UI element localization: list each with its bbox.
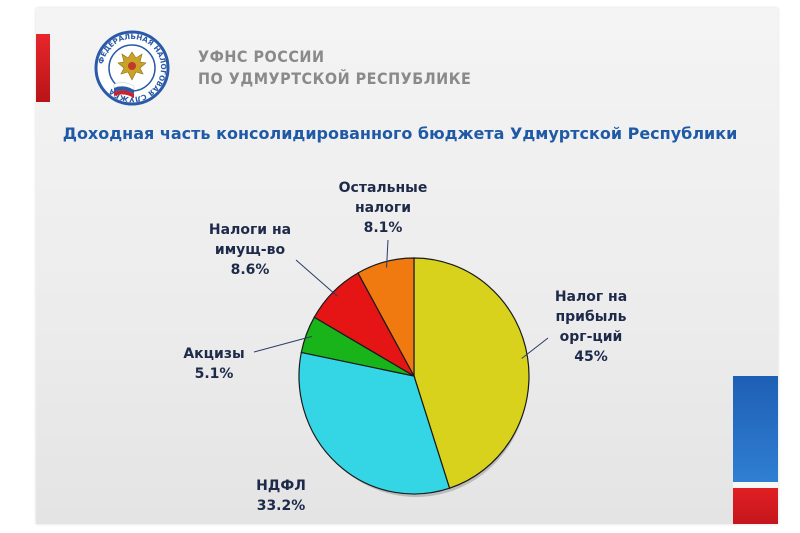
flag-stripe-blue — [733, 376, 778, 482]
eagle-icon — [117, 51, 147, 81]
pie-slice-other-taxes — [357, 257, 415, 377]
slice-label-other-taxes: Остальные налоги 8.1% — [328, 178, 438, 238]
pie-slice-ndfl — [298, 351, 451, 495]
leader-line-other-taxes — [386, 239, 389, 268]
red-accent-tab — [36, 34, 50, 102]
slice-value-label: 8.1% — [363, 220, 403, 236]
flag-stripe-white — [733, 482, 778, 488]
leader-line-property-tax — [295, 259, 338, 297]
slice-label-line: налоги — [354, 200, 412, 216]
slice-label-property-tax: Налоги на имущ-во 8.6% — [200, 220, 300, 280]
slice-label-line: НДФЛ — [256, 478, 306, 494]
chart-title: Доходная часть консолидированного бюджет… — [62, 124, 738, 143]
slice-label-ndfl: НДФЛ 33.2% — [236, 476, 326, 516]
slice-label-line: имущ-во — [214, 242, 286, 258]
org-line-1: УФНС РОССИИ — [198, 47, 325, 66]
slice-value-label: 5.1% — [194, 366, 234, 382]
slice-label-line: прибыль — [555, 309, 627, 325]
flag-stripe-red — [733, 488, 778, 524]
slice-label-line: Остальные — [338, 180, 428, 196]
slice-label-line: орг-ций — [559, 329, 623, 345]
slice-label-excise: Акцизы 5.1% — [176, 344, 252, 384]
slice-label-profit-tax: Налог на прибыль орг-ций 45% — [536, 287, 646, 367]
fns-emblem-logo: ФЕДЕРАЛЬНАЯ НАЛОГОВАЯ СЛУЖБА — [94, 30, 170, 106]
slice-value-label: 33.2% — [256, 498, 306, 514]
slice-value-label: 8.6% — [230, 262, 270, 278]
slice-value-label: 45% — [574, 349, 608, 365]
pie-slice-profit-tax — [413, 257, 530, 489]
slice-label-line: Акцизы — [183, 346, 245, 362]
leader-line-excise — [253, 335, 313, 353]
organization-name: УФНС РОССИИ ПО УДМУРТСКОЙ РЕСПУБЛИКЕ — [198, 46, 471, 90]
org-line-2: ПО УДМУРТСКОЙ РЕСПУБЛИКЕ — [198, 69, 472, 88]
slice-label-line: Налоги на — [208, 222, 292, 238]
slice-label-line: Налог на — [554, 289, 628, 305]
russian-flag-icon — [113, 82, 135, 98]
leader-line-profit-tax — [521, 337, 549, 359]
